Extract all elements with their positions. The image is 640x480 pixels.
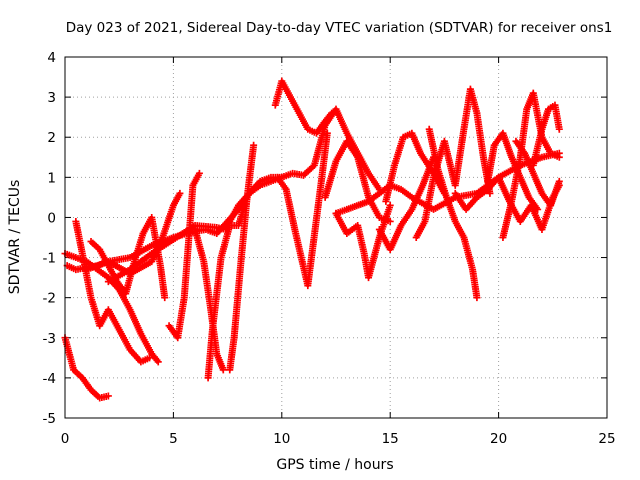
- data-point: [473, 294, 481, 302]
- chart-title: Day 023 of 2021, Sidereal Day-to-day VTE…: [66, 20, 613, 36]
- y-tick-label: 2: [47, 130, 56, 146]
- y-tick-label: -3: [43, 331, 56, 347]
- series-track-8: [165, 169, 203, 342]
- data-point: [534, 205, 542, 213]
- series-track-5: [87, 213, 169, 302]
- data-point: [219, 366, 227, 374]
- data-point: [386, 201, 394, 209]
- x-tick-label: 25: [598, 431, 615, 447]
- series-track-19: [412, 85, 494, 241]
- data-markers: [61, 77, 563, 402]
- series-track-15: [332, 201, 394, 282]
- data-point: [146, 354, 154, 362]
- y-tick-label: 4: [47, 50, 56, 66]
- data-point: [555, 125, 563, 133]
- data-point: [104, 392, 112, 400]
- y-tick-label: -1: [43, 251, 56, 267]
- y-tick-label: -4: [43, 371, 56, 387]
- data-point: [250, 141, 258, 149]
- series-track-7: [83, 173, 286, 274]
- y-tick-label: -5: [43, 411, 56, 427]
- series-track-22: [484, 129, 542, 213]
- y-tick-label: 0: [47, 210, 56, 226]
- x-tick-label: 5: [169, 431, 178, 447]
- series-track-25: [512, 137, 563, 209]
- data-point: [386, 217, 394, 225]
- data-point: [195, 169, 203, 177]
- series-track-1: [61, 334, 112, 402]
- axis-ticks: 0 5 10 15 20 25 -5 -4 -3 -2 -1 0 1 2 3 4: [43, 50, 616, 447]
- series-track-20: [425, 125, 481, 302]
- data-point: [555, 177, 563, 185]
- y-tick-label: 1: [47, 170, 56, 186]
- series-track-14: [321, 137, 394, 225]
- series-track-9: [191, 225, 227, 374]
- data-point: [555, 153, 563, 161]
- x-axis-label: GPS time / hours: [276, 457, 393, 473]
- x-tick-label: 20: [490, 431, 507, 447]
- x-tick-label: 15: [382, 431, 399, 447]
- y-tick-label: -2: [43, 291, 56, 307]
- data-point: [176, 189, 184, 197]
- x-tick-label: 10: [273, 431, 290, 447]
- series-track-24: [529, 101, 563, 169]
- series-track-13: [273, 129, 331, 290]
- series-track-12: [271, 77, 336, 137]
- series-track-11: [226, 141, 258, 374]
- data-point: [154, 358, 162, 366]
- x-tick-label: 0: [61, 431, 70, 447]
- series-track-23: [499, 89, 563, 241]
- data-point: [323, 129, 331, 137]
- plot-frame: [64, 56, 608, 419]
- data-point: [328, 109, 336, 117]
- y-tick-label: 3: [47, 90, 56, 106]
- data-point: [161, 294, 169, 302]
- y-axis-label: SDTVAR / TECUs: [7, 180, 23, 295]
